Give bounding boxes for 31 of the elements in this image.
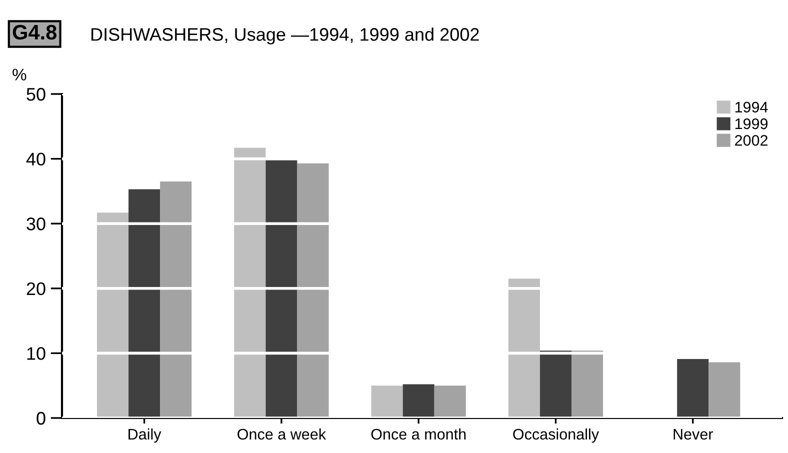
- bar: [571, 350, 604, 418]
- legend-label: 2002: [735, 134, 768, 146]
- y-tick-label: 40: [26, 152, 46, 166]
- x-tick-label: Daily: [128, 428, 162, 443]
- x-tick-label: Never: [674, 428, 713, 440]
- bar: [434, 386, 466, 418]
- x-tick-label: Once a month: [371, 428, 466, 440]
- bar: [234, 148, 266, 418]
- bar: [160, 181, 192, 418]
- y-tick-label: 0: [36, 412, 46, 425]
- y-tick-label: 10: [27, 347, 46, 360]
- text: G4.8: [12, 24, 57, 40]
- bar: [708, 362, 740, 418]
- legend-label: 1994: [735, 102, 768, 113]
- bar: [128, 189, 160, 418]
- bar: [297, 163, 329, 418]
- bar: [540, 350, 572, 418]
- x-tick-label: Occasionally: [513, 428, 599, 443]
- bar: [677, 359, 709, 418]
- y-tick-label: 50: [26, 88, 46, 101]
- y-axis-title: %: [12, 68, 26, 80]
- bar: [266, 160, 298, 418]
- chart-title: DISHWASHERS, Usage —1994, 1999 and 2002: [91, 28, 479, 44]
- bar: [96, 212, 129, 418]
- legend-label: 1999: [735, 118, 768, 130]
- bar: [371, 386, 403, 418]
- x-tick-label: Once a week: [238, 428, 326, 440]
- bar: [508, 278, 540, 418]
- y-tick-label: 30: [26, 218, 46, 230]
- y-tick-label: 20: [26, 282, 46, 296]
- bar: [402, 384, 434, 418]
